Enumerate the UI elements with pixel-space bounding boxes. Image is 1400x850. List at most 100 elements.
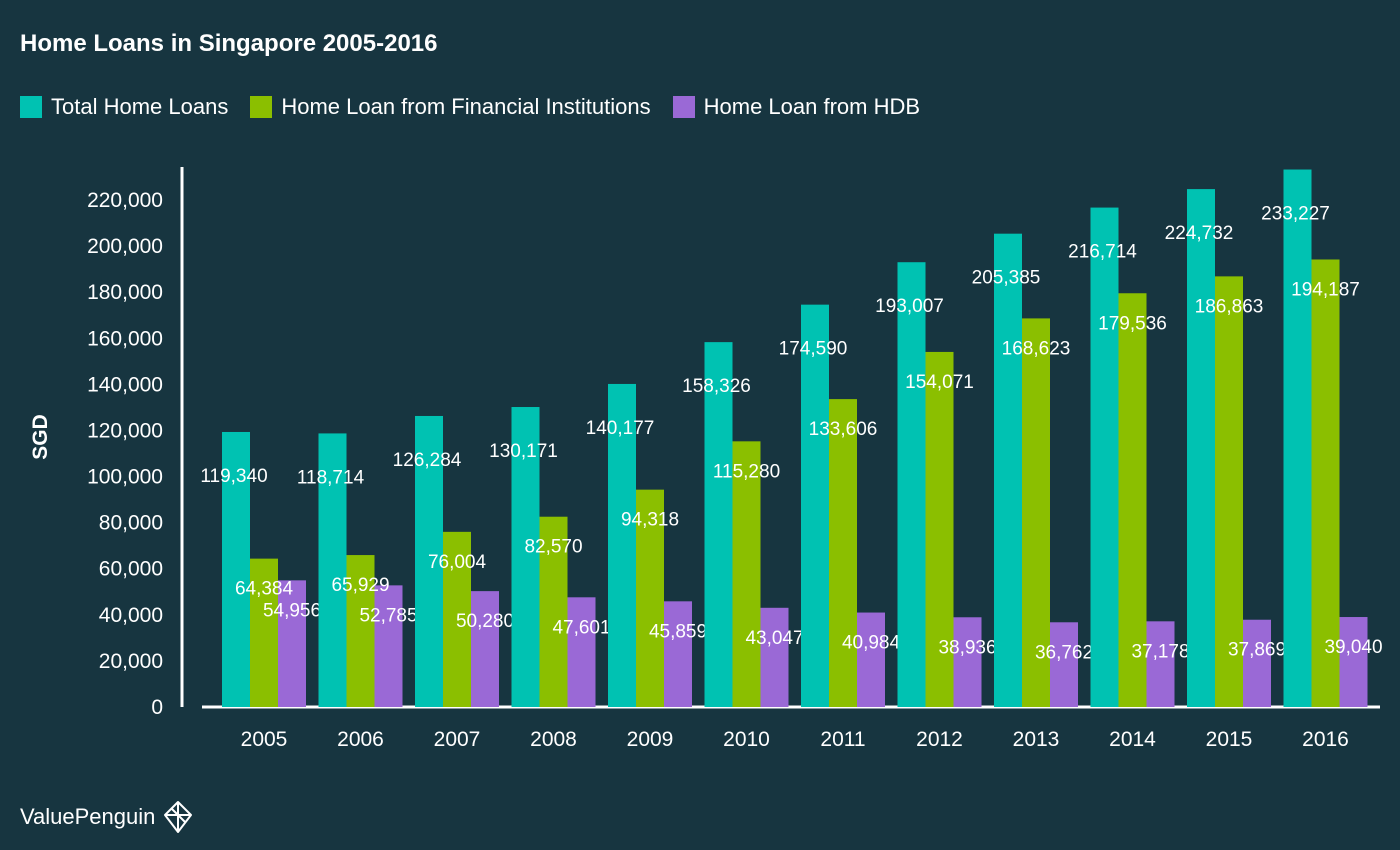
y-tick-label: 60,000 [99,558,163,581]
data-label-total: 130,171 [489,441,558,462]
bar-total [1283,169,1312,708]
bar-financial [443,531,471,707]
bar-financial [250,558,278,707]
data-label-financial: 82,570 [524,537,582,558]
data-label-hdb: 43,047 [745,628,803,649]
bar-total [801,304,829,707]
bar-financial [829,399,857,707]
bar-financial [1215,276,1243,707]
data-label-financial: 76,004 [428,552,487,573]
data-label-total: 205,385 [972,268,1041,289]
brand-name: ValuePenguin [20,804,156,829]
y-tick-label: 160,000 [87,327,163,350]
data-label-hdb: 54,956 [263,600,321,621]
legend-label-total: Total Home Loans [51,94,229,119]
legend-item-total: Total Home Loans [20,94,228,120]
data-label-total: 126,284 [393,450,462,471]
x-tick-label: 2014 [1109,728,1156,751]
bar-total [222,431,250,707]
data-label-total: 158,326 [682,376,751,397]
bar-hdb [374,585,403,707]
legend-swatch-total [20,96,42,118]
bar-hdb [1339,617,1368,707]
bar-total [704,342,733,707]
data-label-total: 216,714 [1068,242,1137,263]
y-tick-label: 40,000 [99,604,163,627]
legend-swatch-hdb [672,96,695,118]
data-label-hdb: 37,178 [1131,641,1189,662]
bar-total [415,415,443,707]
data-label-financial: 154,071 [905,372,974,393]
data-label-financial: 168,623 [1002,338,1071,359]
bar-total [994,233,1022,707]
data-label-hdb: 50,280 [456,611,514,632]
data-label-hdb: 36,762 [1035,642,1093,663]
x-tick-label: 2011 [820,728,865,751]
legend-label-hdb: Home Loan from HDB [703,94,921,119]
bar-hdb [567,597,596,707]
bar-hdb [278,580,306,707]
bar-hdb [1146,621,1175,707]
brand-logo: ValuePenguin [20,800,195,834]
bar-financial [346,555,375,707]
y-tick-label: 140,000 [87,373,163,396]
data-label-financial: 94,318 [621,510,679,531]
data-label-financial: 179,536 [1098,313,1167,334]
data-label-financial: 64,384 [235,579,294,600]
legend-swatch-financial [250,96,273,118]
bar-total [511,407,540,707]
bar-hdb [857,612,885,707]
bar-financial [636,489,664,707]
x-tick-label: 2010 [723,728,770,751]
bar-financial [1118,293,1147,707]
bar-financial [925,351,954,707]
bar-hdb [760,607,789,707]
bar-hdb [953,617,982,707]
bar-total [1187,189,1215,707]
bar-total [1090,207,1119,707]
chart-legend: Total Home Loans Home Loan from Financia… [20,94,942,120]
y-tick-label: 0 [151,696,163,719]
x-tick-label: 2015 [1206,728,1253,751]
data-label-total: 224,732 [1165,223,1234,244]
data-label-hdb: 39,040 [1324,637,1382,658]
data-label-total: 233,227 [1261,204,1330,225]
data-label-hdb: 52,785 [359,605,417,626]
bar-total [608,383,636,707]
data-label-financial: 65,929 [331,575,389,596]
legend-item-hdb: Home Loan from HDB [672,94,921,120]
bar-hdb [471,591,499,707]
y-tick-label: 100,000 [87,466,163,489]
y-tick-label: 200,000 [87,235,163,258]
data-label-hdb: 38,936 [938,637,996,658]
data-label-financial: 186,863 [1195,296,1264,317]
bar-financial [732,441,761,707]
data-label-financial: 194,187 [1291,279,1360,300]
y-tick-label: 220,000 [87,189,163,212]
data-label-hdb: 37,869 [1228,640,1286,661]
x-tick-label: 2012 [916,728,963,751]
bar-financial [1022,318,1050,707]
data-label-hdb: 47,601 [552,617,610,638]
bar-financial [1311,259,1340,707]
bar-total [318,433,347,707]
bar-hdb [1243,619,1271,707]
data-label-hdb: 40,984 [842,633,901,654]
y-tick-label: 80,000 [99,512,163,535]
x-tick-label: 2007 [434,728,481,751]
legend-item-financial: Home Loan from Financial Institutions [250,94,651,120]
penguin-logo-icon [164,801,193,833]
x-tick-label: 2009 [627,728,674,751]
x-tick-label: 2008 [530,728,577,751]
bar-hdb [1050,622,1078,707]
bar-hdb [664,601,692,707]
y-tick-label: 20,000 [99,650,163,673]
y-tick-label: 180,000 [87,281,163,304]
data-label-financial: 115,280 [713,461,780,482]
y-tick-label: 120,000 [87,419,163,442]
x-tick-label: 2005 [241,728,288,751]
x-tick-label: 2006 [337,728,384,751]
x-tick-label: 2013 [1013,728,1060,751]
chart-title: Home Loans in Singapore 2005-2016 [20,30,438,57]
